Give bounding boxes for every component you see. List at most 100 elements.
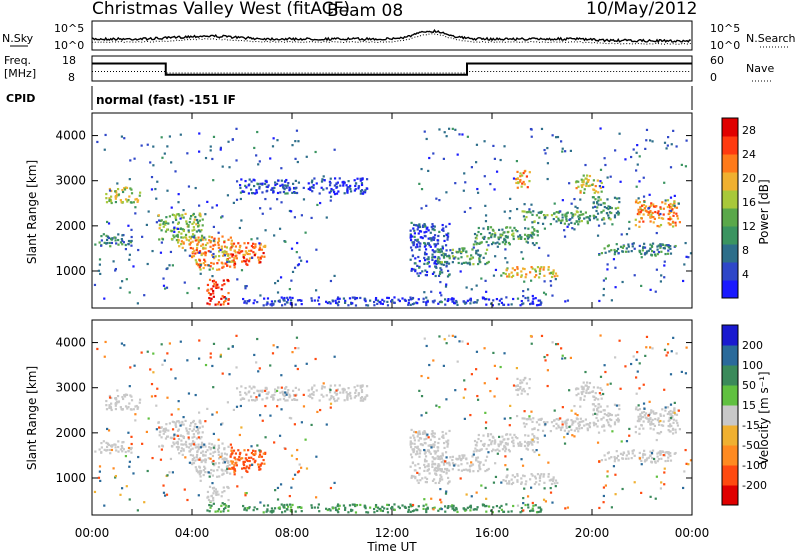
velocity-point — [582, 420, 585, 423]
power-point — [201, 224, 204, 227]
power-point — [374, 296, 378, 300]
velocity-point — [554, 485, 557, 488]
power-point — [294, 140, 297, 143]
velocity-point — [649, 454, 652, 458]
velocity-point — [519, 387, 522, 390]
velocity-point — [127, 431, 130, 434]
velocity-point — [112, 467, 115, 470]
power-point — [410, 249, 414, 252]
velocity-point — [271, 394, 274, 397]
power-point — [124, 198, 128, 201]
power-point — [670, 217, 673, 221]
power-point — [212, 262, 215, 265]
colorbar-segment — [722, 325, 738, 346]
velocity-point — [198, 473, 201, 476]
power-point — [252, 178, 255, 181]
power-point — [522, 302, 525, 305]
velocity-point — [212, 496, 215, 500]
power-point — [155, 221, 158, 224]
velocity-point — [230, 460, 233, 463]
power-point — [573, 222, 576, 225]
velocity-point — [238, 391, 242, 394]
power-point — [445, 233, 449, 237]
power-point — [166, 189, 169, 192]
power-point — [637, 211, 640, 214]
power-point — [284, 184, 287, 187]
power-point — [225, 251, 228, 254]
velocity-point — [113, 443, 116, 446]
velocity-point — [656, 460, 659, 463]
velocity-point — [613, 403, 617, 406]
velocity-point — [490, 449, 494, 453]
velocity-point — [664, 451, 667, 454]
power-point — [187, 224, 190, 227]
velocity-point — [614, 493, 617, 496]
noise-left-tick-top: 10^5 — [54, 22, 84, 35]
velocity-point — [509, 404, 512, 407]
power-point — [609, 218, 612, 221]
power-point — [630, 155, 633, 159]
velocity-point — [296, 506, 300, 509]
power-point — [432, 250, 435, 253]
velocity-point — [212, 499, 215, 502]
velocity-point — [302, 393, 305, 397]
velocity-point — [642, 402, 646, 405]
power-point — [485, 248, 489, 251]
velocity-point — [487, 505, 491, 508]
velocity-point — [177, 438, 181, 441]
power-point — [423, 251, 427, 254]
velocity-point — [360, 389, 364, 392]
velocity-point — [431, 460, 434, 463]
power-point — [174, 218, 178, 221]
velocity-point — [230, 453, 233, 456]
power-point — [584, 163, 587, 167]
power-point — [401, 297, 404, 300]
power-point — [624, 250, 628, 253]
power-point — [675, 212, 678, 215]
velocity-point — [203, 465, 206, 468]
power-point — [333, 177, 337, 180]
velocity-point — [649, 495, 652, 498]
velocity-point — [212, 342, 216, 345]
velocity-point — [532, 504, 535, 507]
power-point — [669, 252, 673, 255]
velocity-point — [200, 459, 203, 462]
power-point — [517, 237, 520, 240]
velocity-point — [110, 408, 113, 412]
power-point — [656, 245, 659, 248]
power-point — [584, 211, 588, 214]
velocity-point — [548, 479, 551, 482]
power-point — [209, 145, 212, 148]
power-point — [297, 181, 301, 184]
velocity-point — [410, 456, 414, 459]
power-point — [546, 146, 549, 150]
power-point — [202, 262, 205, 265]
power-point — [168, 215, 172, 218]
velocity-point — [523, 377, 526, 380]
velocity-point — [423, 441, 426, 445]
power-point — [475, 243, 478, 246]
velocity-point — [334, 506, 337, 509]
velocity-point — [588, 381, 592, 385]
velocity-point — [221, 502, 224, 505]
power-point — [150, 188, 154, 191]
power-point — [660, 274, 663, 277]
velocity-point — [461, 454, 464, 457]
velocity-point — [257, 463, 260, 466]
velocity-point — [258, 453, 262, 456]
velocity-point — [174, 424, 177, 427]
velocity-point — [519, 443, 522, 446]
velocity-point — [588, 391, 592, 394]
velocity-point — [471, 455, 474, 458]
velocity-point — [538, 479, 542, 482]
power-point — [574, 205, 577, 208]
velocity-point — [647, 456, 650, 459]
power-point — [546, 214, 549, 217]
velocity-point — [592, 395, 595, 398]
velocity-point — [311, 392, 314, 396]
power-point — [208, 303, 211, 306]
velocity-point — [114, 397, 117, 400]
velocity-point — [325, 394, 328, 397]
colorbar-tick-label: 50 — [742, 379, 756, 392]
power-point — [438, 248, 441, 251]
